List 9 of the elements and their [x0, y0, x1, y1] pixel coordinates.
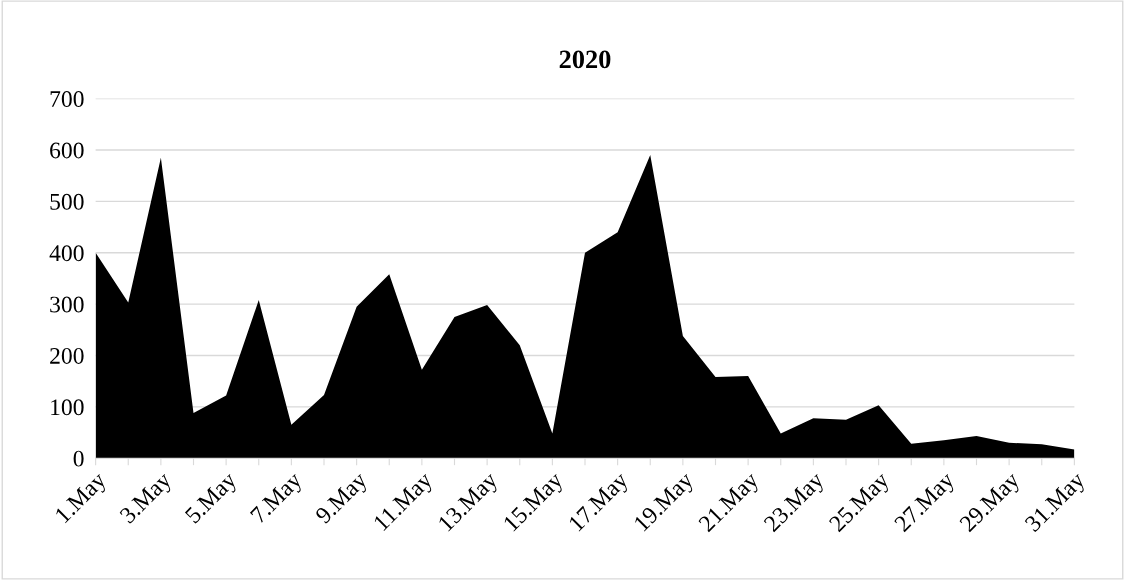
chart-title: 2020: [559, 50, 611, 69]
y-tick-label: 100: [51, 399, 84, 416]
y-tick-label: 600: [50, 142, 84, 159]
y-tick-label: 300: [50, 296, 84, 313]
y-tick-label: 400: [49, 245, 84, 262]
y-tick-label: 700: [50, 91, 84, 108]
y-tick-label: 0: [73, 450, 84, 467]
y-tick-label: 500: [50, 193, 84, 210]
y-tick-label: 200: [50, 347, 84, 364]
